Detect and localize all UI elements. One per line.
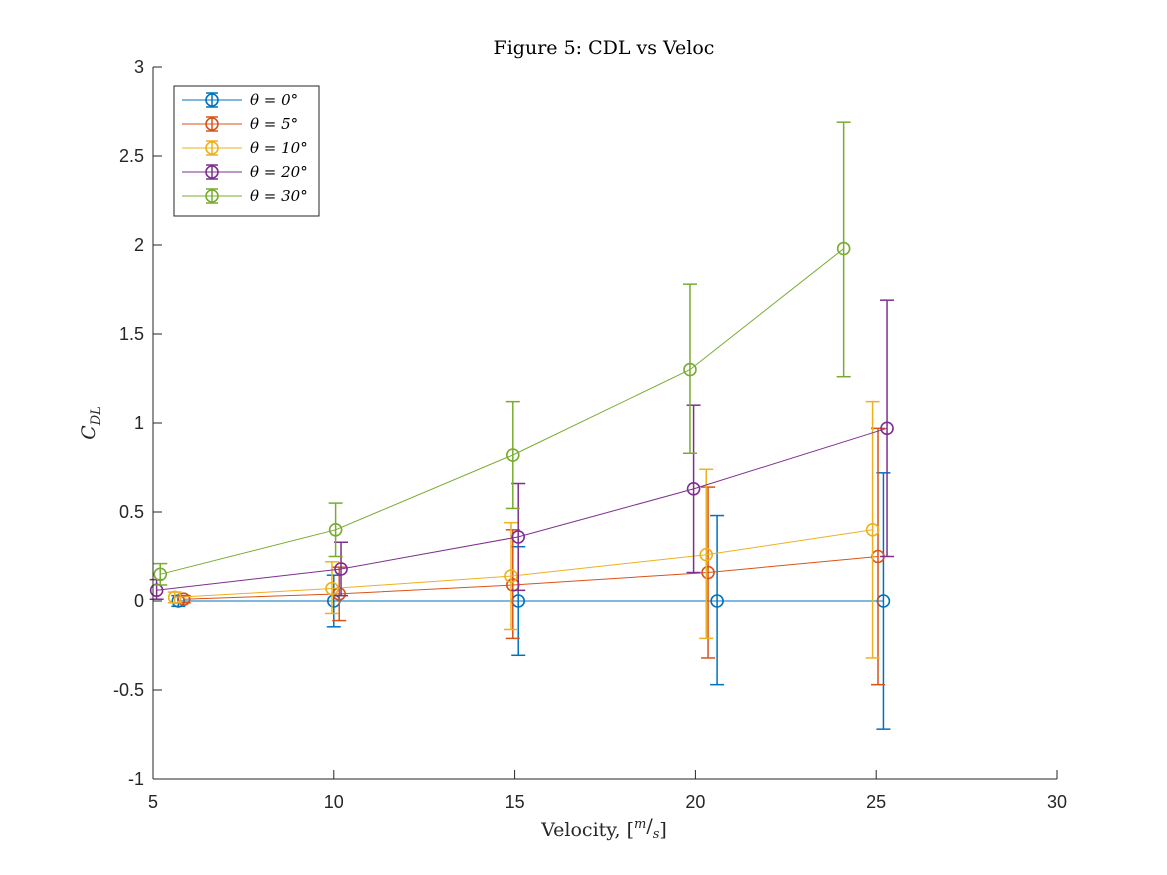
y-tick-label: -0.5: [113, 680, 144, 700]
x-axis-label-den: s: [653, 827, 660, 842]
data-point: [511, 530, 526, 544]
y-tick-label: 1.5: [119, 324, 144, 344]
y-axis-label: CDL: [78, 406, 104, 440]
data-point: [880, 421, 894, 436]
data-point: [176, 592, 191, 607]
y-tick-label: 2: [134, 235, 144, 255]
x-axis-label-slash: /: [646, 815, 653, 837]
data-point: [699, 547, 714, 562]
x-tick-label: 5: [148, 792, 158, 812]
y-tick-label: 2.5: [119, 146, 144, 166]
x-axis-label-main: Velocity, [: [540, 819, 634, 841]
legend-entry: θ = 20°: [182, 163, 308, 181]
legend-label: θ = 5°: [250, 115, 298, 133]
legend-label: θ = 10°: [250, 139, 308, 157]
x-axis-label: Velocity, [m/s]: [540, 815, 667, 842]
data-point: [504, 569, 518, 583]
data-point: [865, 522, 880, 537]
legend-marker: [205, 141, 219, 155]
chart-title: Figure 5: CDL vs Veloc: [494, 37, 715, 59]
legend-label: θ = 20°: [250, 163, 308, 181]
x-tick-label: 25: [866, 792, 886, 812]
x-axis-label-num: m: [634, 817, 646, 832]
x-tick-label: 10: [324, 792, 344, 812]
y-tick-label: 1: [134, 413, 144, 433]
data-point: [710, 594, 724, 608]
data-point: [334, 562, 348, 576]
data-point: [836, 241, 851, 256]
data-point: [505, 448, 520, 462]
legend-label: θ = 0°: [250, 91, 298, 109]
legend-entry: θ = 30°: [182, 187, 308, 205]
y-tick-label: 0.5: [119, 502, 144, 522]
x-tick-label: 20: [685, 792, 705, 812]
legend-label: θ = 30°: [250, 187, 308, 205]
legend-marker: [205, 189, 219, 203]
data-point: [153, 567, 168, 582]
axes: 5 10 15 20 25 30 -1 -0.5 0 0.5 1 1.5 2 2.5 3: [113, 57, 1067, 812]
data-point: [686, 482, 701, 496]
legend-entry: θ = 5°: [182, 115, 298, 133]
y-axis-label-main: C: [78, 425, 100, 440]
y-tick-label: -1: [128, 769, 144, 789]
data-point: [167, 590, 182, 605]
data-point: [701, 565, 715, 580]
series-2: [167, 400, 880, 659]
plot-area: [149, 121, 895, 730]
legend-marker: [205, 165, 219, 179]
legend-entry: θ = 0°: [182, 91, 298, 109]
y-tick-label: 0: [134, 591, 144, 611]
legend: θ = 0° θ = 5° θ = 10° θ = 20° θ = 30°: [173, 85, 320, 217]
legend-marker: [205, 93, 219, 107]
legend-box: [173, 85, 320, 217]
y-tick-label: 3: [134, 57, 144, 77]
x-tick-label: 15: [505, 792, 525, 812]
series-4: [153, 121, 851, 586]
data-point: [325, 581, 339, 596]
legend-marker: [205, 117, 219, 131]
data-point: [683, 362, 697, 377]
legend-entry: θ = 10°: [182, 139, 308, 157]
x-axis-label-close: ]: [659, 819, 666, 841]
x-tick-label: 30: [1047, 792, 1067, 812]
data-point: [328, 522, 343, 537]
y-axis-label-sub: DL: [89, 406, 104, 426]
